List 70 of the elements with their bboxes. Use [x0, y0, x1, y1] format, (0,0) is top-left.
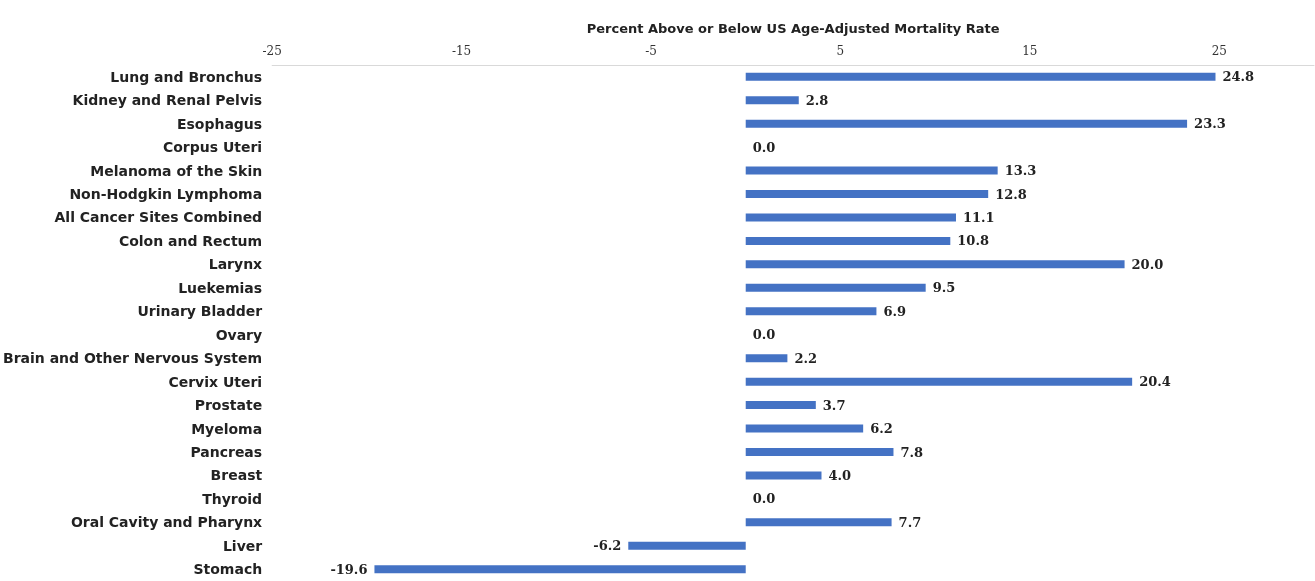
bar — [745, 213, 956, 222]
bar — [745, 166, 998, 175]
data-label: 6.2 — [870, 421, 893, 437]
bar — [745, 401, 816, 410]
y-tick-label: Melanoma of the Skin — [90, 162, 263, 179]
bar — [374, 565, 746, 574]
x-tick-label: 15 — [1022, 44, 1038, 58]
bar — [745, 96, 799, 105]
y-tick-label: Kidney and Renal Pelvis — [72, 92, 263, 109]
data-label: 12.8 — [995, 186, 1027, 202]
x-tick-label: -25 — [262, 44, 282, 58]
data-label: 2.2 — [794, 350, 818, 366]
y-tick-label: Urinary Bladder — [137, 303, 263, 320]
x-tick-label: -15 — [451, 44, 472, 58]
data-label: 0.0 — [752, 491, 776, 507]
y-tick-label: Pancreas — [190, 444, 263, 460]
y-tick-label: Liver — [222, 537, 263, 554]
y-tick-label: Lung and Bronchus — [110, 68, 263, 85]
y-tick-label: Breast — [210, 467, 263, 484]
data-label: 13.3 — [1004, 163, 1037, 179]
y-tick-label: Brain and Other Nervous System — [2, 350, 263, 367]
x-tick-label: 25 — [1211, 44, 1227, 58]
data-label: -6.2 — [593, 538, 622, 554]
y-tick-label: Stomach — [193, 561, 263, 578]
bar — [745, 307, 877, 316]
y-tick-label: Luekemias — [178, 279, 263, 296]
bar — [745, 377, 1133, 386]
data-label: 0.0 — [752, 327, 776, 343]
data-label: 24.8 — [1222, 69, 1255, 85]
y-tick-label: Prostate — [194, 397, 263, 414]
bar — [745, 471, 822, 480]
bar — [628, 541, 746, 550]
bar — [745, 518, 892, 527]
bar — [745, 283, 926, 292]
data-label: 23.3 — [1194, 116, 1226, 132]
y-tick-label: Cervix Uteri — [168, 373, 263, 390]
bar — [745, 72, 1216, 81]
data-label: -19.6 — [330, 561, 368, 577]
data-label: 3.7 — [822, 397, 846, 413]
bar — [745, 119, 1188, 128]
data-label: 0.0 — [752, 139, 776, 155]
data-label: 7.8 — [900, 444, 924, 460]
data-label: 2.8 — [805, 92, 829, 108]
bar — [745, 260, 1125, 269]
data-label: 20.0 — [1131, 256, 1164, 272]
data-label: 20.4 — [1139, 374, 1171, 390]
x-tick-label: 5 — [836, 44, 845, 58]
y-tick-label: Colon and Rectum — [118, 232, 263, 249]
y-tick-label: All Cancer Sites Combined — [54, 209, 263, 226]
y-tick-label: Corpus Uteri — [162, 139, 263, 156]
y-tick-label: Non-Hodgkin Lymphoma — [69, 186, 263, 202]
bar — [745, 190, 989, 198]
bar — [745, 354, 788, 363]
data-label: 6.9 — [883, 303, 907, 319]
x-tick-label: -5 — [645, 44, 657, 58]
data-label: 7.7 — [898, 514, 922, 530]
y-tick-label: Oral Cavity and Pharynx — [70, 514, 263, 531]
data-label: 11.1 — [962, 209, 995, 225]
y-tick-label: Thyroid — [202, 490, 263, 507]
x-axis-title: Percent Above or Below US Age-Adjusted Mortality Rate — [586, 21, 1000, 36]
bar — [745, 424, 864, 433]
bar — [745, 236, 951, 245]
y-tick-label: Ovary — [215, 326, 263, 343]
data-label: 9.5 — [932, 280, 956, 296]
y-tick-label: Myeloma — [191, 420, 263, 437]
bar — [745, 448, 894, 456]
data-label: 10.8 — [957, 233, 989, 249]
y-tick-label: Larynx — [208, 256, 263, 273]
y-tick-label: Esophagus — [176, 115, 263, 132]
data-label: 4.0 — [828, 467, 852, 483]
